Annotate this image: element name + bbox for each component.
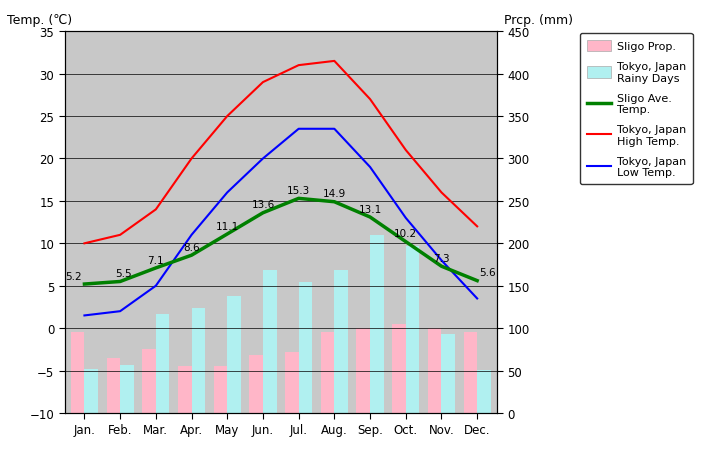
Bar	[285, 352, 299, 413]
Text: 15.3: 15.3	[287, 185, 310, 196]
Bar	[84, 369, 98, 413]
Bar	[107, 358, 120, 413]
Text: Temp. (℃): Temp. (℃)	[7, 14, 72, 27]
Text: 5.2: 5.2	[66, 271, 82, 281]
Bar	[263, 271, 276, 413]
Bar	[71, 332, 84, 413]
Bar	[370, 235, 384, 413]
Text: 5.5: 5.5	[115, 269, 132, 279]
Text: 13.1: 13.1	[359, 204, 382, 214]
Text: 5.6: 5.6	[480, 268, 496, 278]
Bar	[228, 296, 240, 413]
Bar	[321, 333, 334, 413]
Bar	[299, 283, 312, 413]
Bar	[477, 370, 491, 413]
Bar	[249, 356, 263, 413]
Text: 8.6: 8.6	[183, 242, 200, 252]
Bar	[406, 246, 419, 413]
Bar	[178, 367, 192, 413]
Text: 14.9: 14.9	[323, 189, 346, 199]
Text: Prcp. (mm): Prcp. (mm)	[504, 14, 573, 27]
Bar	[156, 314, 169, 413]
Text: 7.1: 7.1	[148, 255, 164, 265]
Bar	[192, 308, 205, 413]
Text: 7.3: 7.3	[433, 253, 450, 263]
Bar	[356, 329, 370, 413]
Bar	[392, 324, 406, 413]
Bar	[143, 350, 156, 413]
Bar	[441, 334, 455, 413]
Text: 10.2: 10.2	[394, 229, 418, 239]
Bar	[428, 329, 441, 413]
Bar	[120, 366, 134, 413]
Bar	[214, 367, 228, 413]
Bar	[464, 332, 477, 413]
Bar	[334, 271, 348, 413]
Legend: Sligo Prop., Tokyo, Japan
Rainy Days, Sligo Ave.
Temp., Tokyo, Japan
High Temp.,: Sligo Prop., Tokyo, Japan Rainy Days, Sl…	[580, 34, 693, 185]
Text: 13.6: 13.6	[251, 200, 274, 210]
Text: 11.1: 11.1	[215, 221, 239, 231]
